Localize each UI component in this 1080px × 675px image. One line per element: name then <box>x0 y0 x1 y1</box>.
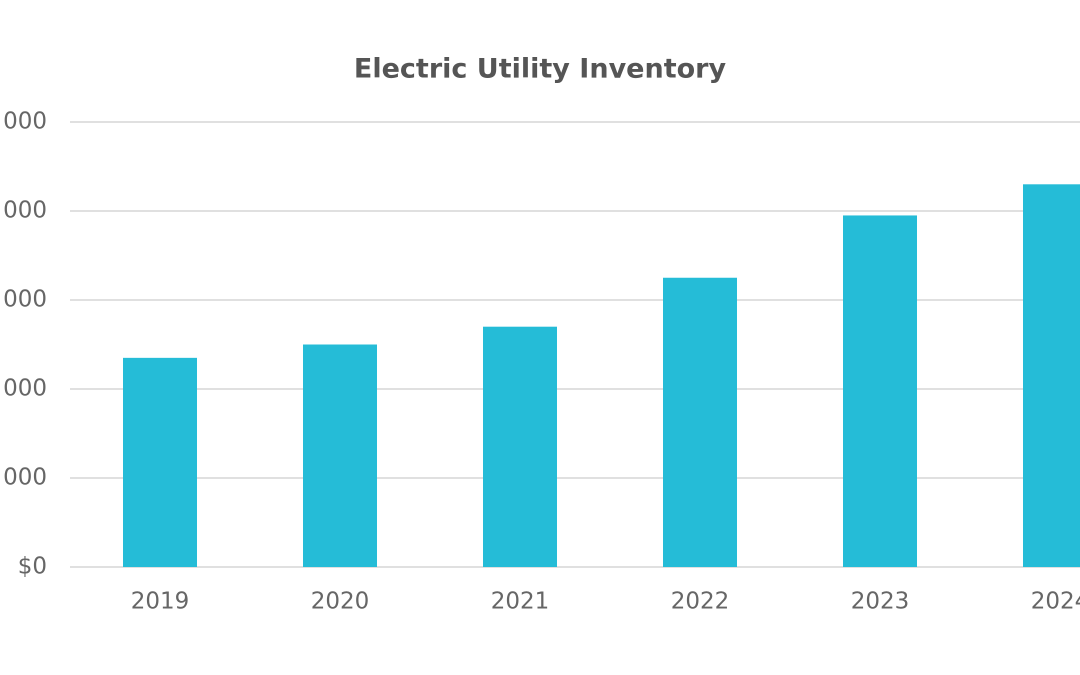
chart-title: Electric Utility Inventory <box>354 54 727 85</box>
x-tick-label: 2021 <box>491 589 550 615</box>
bar <box>303 344 377 567</box>
x-tick-label: 2024 <box>1031 589 1080 615</box>
x-tick-label: 2019 <box>131 589 190 615</box>
x-tick-label: 2023 <box>851 589 910 615</box>
bar <box>1023 184 1080 568</box>
bar <box>123 357 197 567</box>
y-tick-label: 000 <box>3 465 47 491</box>
bar <box>843 215 917 567</box>
x-tick-label: 2020 <box>311 589 370 615</box>
x-tick-label: 2022 <box>671 589 730 615</box>
y-tick-label: 000 <box>3 198 47 224</box>
y-tick-label: 000 <box>3 376 47 402</box>
y-tick-label: $0 <box>18 554 47 580</box>
bar <box>663 277 737 567</box>
y-tick-label: 000 <box>3 287 47 313</box>
bar <box>483 326 557 567</box>
y-tick-label: 000 <box>3 109 47 135</box>
